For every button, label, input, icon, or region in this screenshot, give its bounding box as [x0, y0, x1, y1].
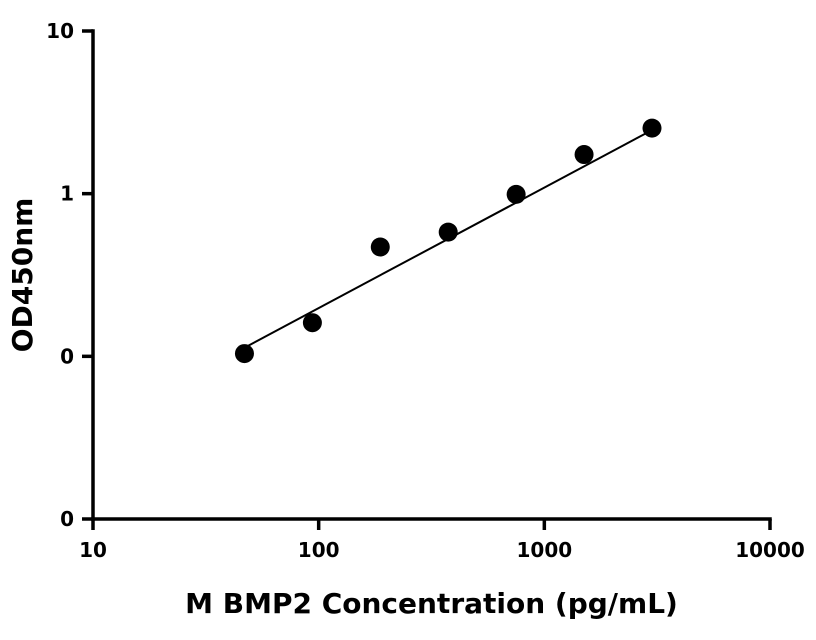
x-axis-title: M BMP2 Concentration (pg/mL): [185, 587, 678, 620]
data-point: [438, 222, 458, 242]
data-point: [234, 344, 254, 364]
x-tick-label: 100: [298, 538, 340, 562]
y-tick-label: 10: [46, 19, 74, 43]
data-point: [370, 237, 390, 257]
y-tick-label: 0: [60, 344, 74, 368]
y-tick-label: 0: [60, 507, 74, 531]
x-tick-label: 1000: [516, 538, 572, 562]
data-point: [642, 118, 662, 138]
data-point: [302, 313, 322, 333]
x-tick-label: 10: [79, 538, 107, 562]
data-point: [574, 145, 594, 165]
x-axis-ticks: 10 100 1000 10000: [79, 519, 805, 562]
data-points: [234, 118, 662, 364]
data-point: [506, 184, 526, 204]
y-axis-title: OD450nm: [6, 198, 39, 353]
x-tick-label: 10000: [735, 538, 805, 562]
y-axis-ticks: 0 0 1 10: [46, 19, 93, 531]
y-tick-label: 1: [60, 182, 74, 206]
